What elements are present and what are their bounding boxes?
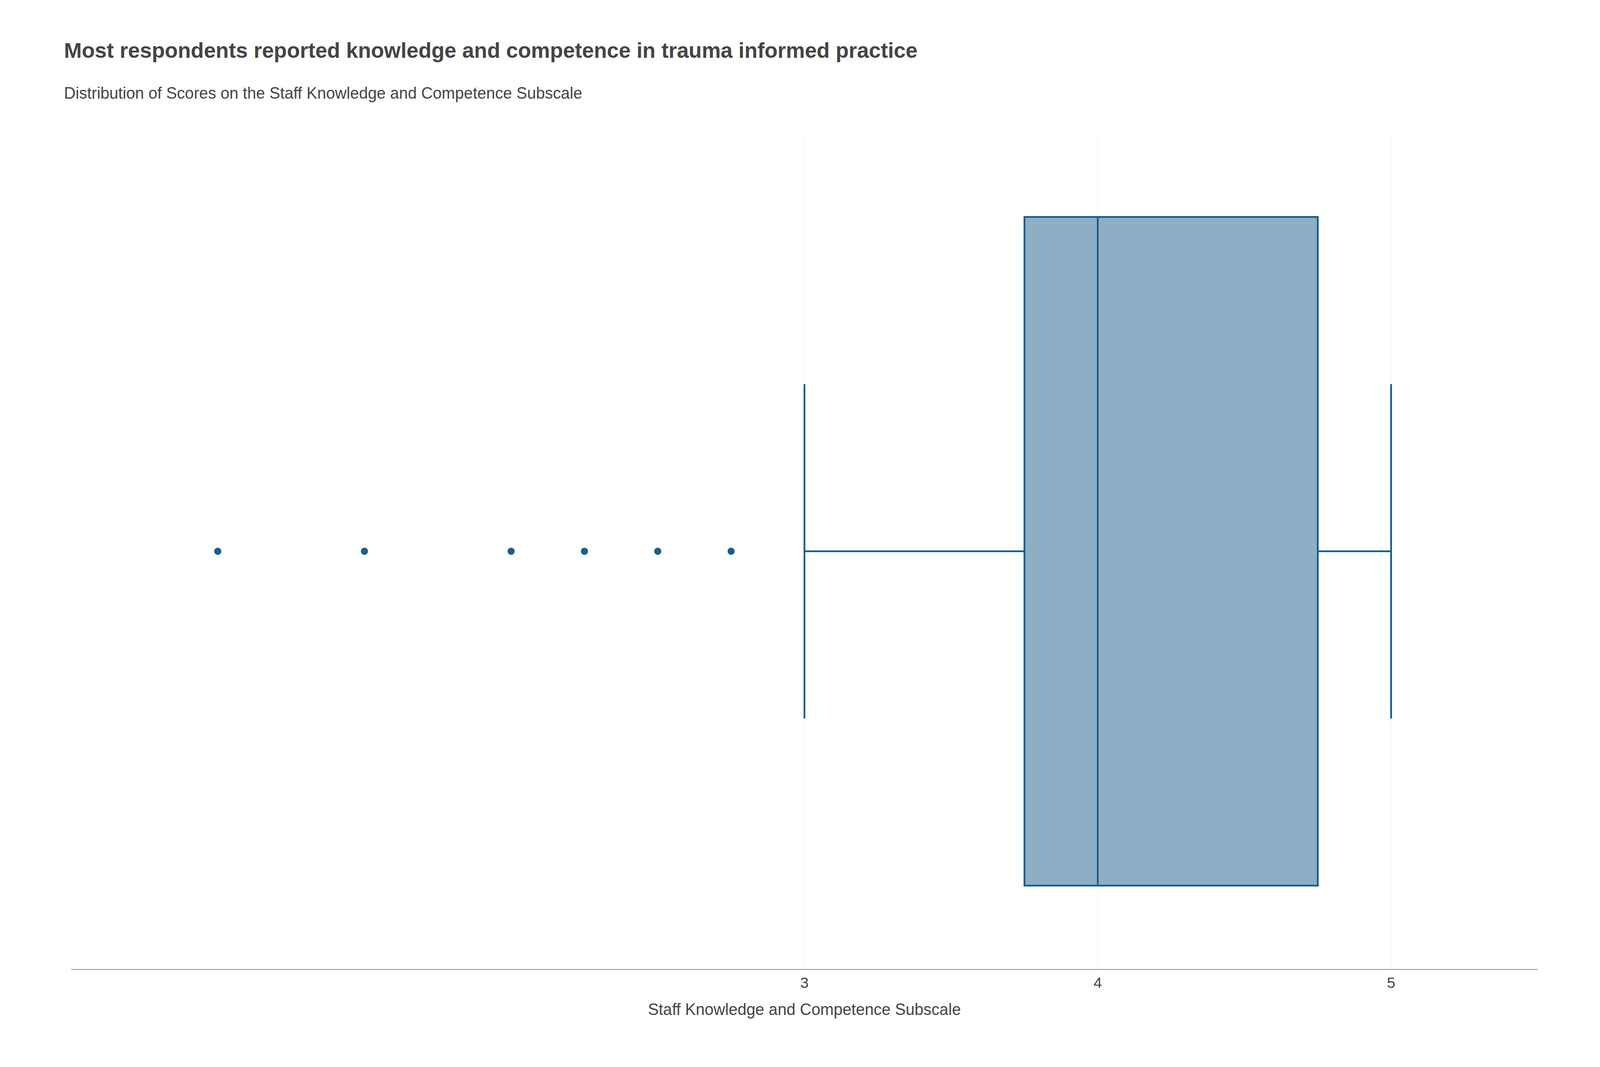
svg-text:3: 3	[800, 973, 809, 991]
svg-text:4: 4	[1093, 973, 1103, 991]
svg-text:5: 5	[1387, 973, 1396, 991]
svg-text:Distribution of Scores on the: Distribution of Scores on the Staff Know…	[64, 84, 583, 103]
svg-text:Staff Knowledge and Competence: Staff Knowledge and Competence Subscale	[648, 1000, 961, 1019]
svg-text:Most respondents reported know: Most respondents reported knowledge and …	[64, 38, 918, 63]
